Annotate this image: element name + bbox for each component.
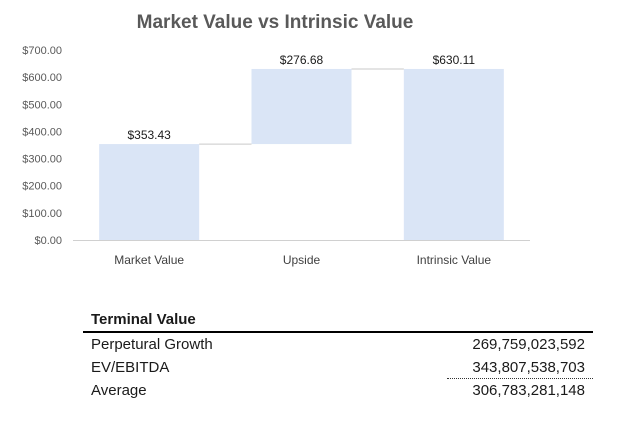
y-tick-label: $400.00 [22, 126, 62, 138]
data-label: $630.11 [433, 53, 476, 67]
waterfall-chart: $0.00 $100.00 $200.00 $300.00 $400.00 $500.00… [22, 45, 530, 267]
bar [99, 144, 200, 240]
category-label: Market Value [114, 253, 184, 267]
terminal-value-table: Terminal Value Perpetural Growth 269,759… [83, 311, 593, 402]
category-label: Upside [283, 253, 321, 267]
tv-row-label: EV/EBITDA [91, 359, 170, 376]
chart-title: Market Value vs Intrinsic Value [136, 12, 414, 33]
data-label: $276.68 [280, 53, 324, 67]
category-label: Intrinsic Value [417, 253, 492, 267]
y-tick-label: $500.00 [22, 99, 62, 111]
y-tick-label: $700.00 [22, 45, 62, 57]
tv-row-value: 306,783,281,148 [472, 382, 585, 399]
y-tick-label: $100.00 [22, 208, 62, 220]
tv-row-label: Average [91, 382, 147, 399]
y-tick-label: $200.00 [22, 181, 62, 193]
y-tick-label: $600.00 [22, 72, 62, 84]
y-tick-label: $0.00 [34, 235, 62, 247]
tv-row-perpetual-growth: Perpetural Growth 269,759,023,592 [83, 333, 593, 356]
tv-row-label: Perpetural Growth [91, 336, 213, 353]
tv-row-ev-ebitda: EV/EBITDA 343,807,538,703 [83, 356, 593, 379]
bar [403, 68, 504, 240]
data-label: $353.43 [127, 128, 171, 142]
bar [251, 68, 352, 145]
tv-row-value: 269,759,023,592 [472, 336, 585, 353]
tv-row-value: 343,807,538,703 [472, 359, 585, 376]
tv-row-average: Average 306,783,281,148 [83, 379, 593, 402]
terminal-value-heading: Terminal Value [83, 311, 593, 333]
y-tick-label: $300.00 [22, 154, 62, 166]
